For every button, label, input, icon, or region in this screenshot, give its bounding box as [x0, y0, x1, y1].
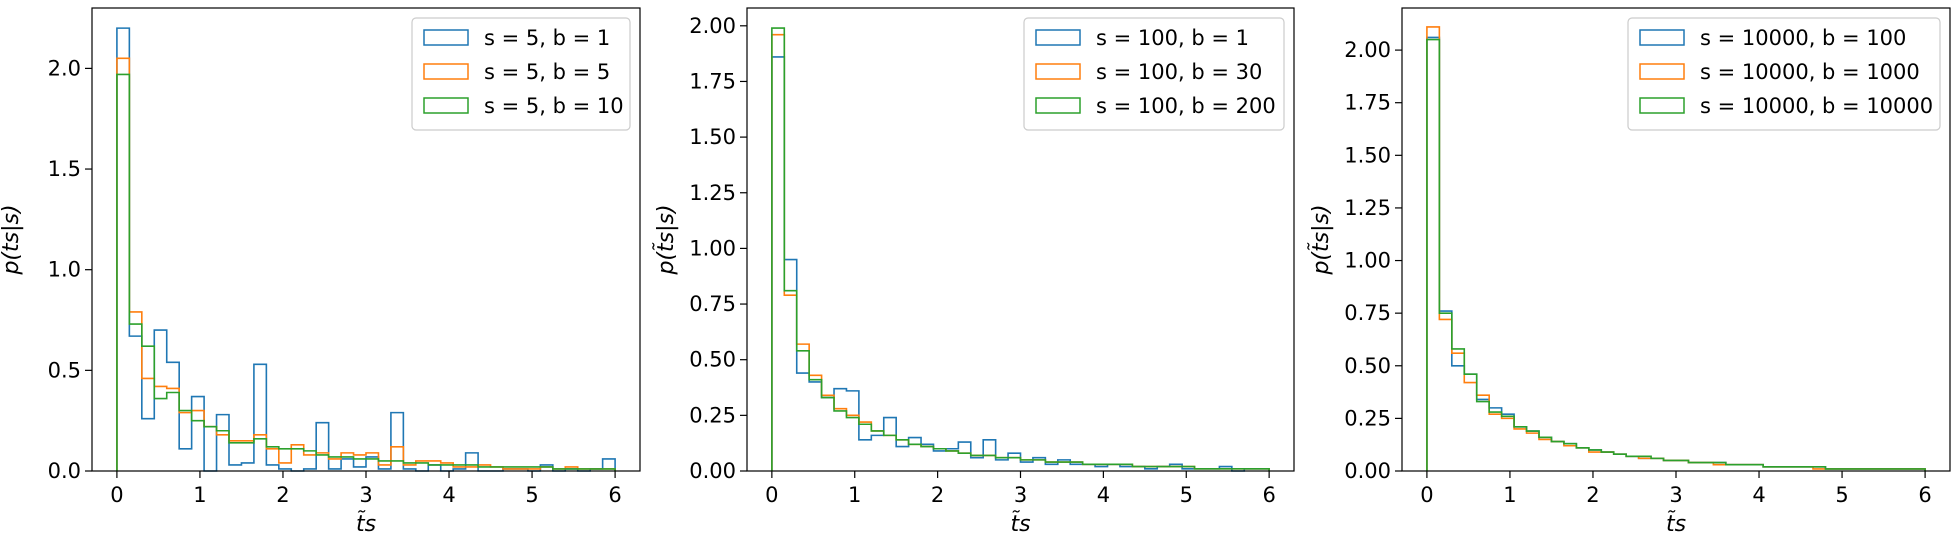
- legend-swatch-2: [1639, 63, 1685, 80]
- legend-box: [411, 17, 631, 131]
- y-tick-label: 0.5: [48, 358, 81, 382]
- y-tick-label: 2.00: [1344, 38, 1391, 62]
- y-tick-label: 0.00: [1344, 459, 1391, 483]
- legend-label-2: s = 10000, b = 1000: [1700, 60, 1920, 84]
- x-tick-label: 4: [1097, 483, 1110, 507]
- y-tick-label: 1.25: [689, 181, 736, 205]
- x-tick-label: 3: [1669, 483, 1682, 507]
- x-axis-label: t̃s: [1666, 511, 1686, 537]
- histogram-series-1: [771, 56, 1270, 472]
- legend-label-3: s = 5, b = 10: [484, 94, 624, 118]
- x-tick-label: 2: [931, 483, 944, 507]
- y-tick-label: 0.50: [1344, 354, 1391, 378]
- y-tick-label: 1.5: [48, 157, 81, 181]
- x-tick-label: 6: [1262, 483, 1275, 507]
- y-tick-label: 1.50: [1344, 143, 1391, 167]
- legend-swatch-2: [1035, 63, 1081, 80]
- legend-swatch-3: [1035, 97, 1081, 114]
- legend-box: [1627, 17, 1941, 131]
- legend-label-1: s = 10000, b = 100: [1700, 26, 1906, 50]
- legend: s = 100, b = 1 s = 100, b = 30 s = 100, b …: [1023, 17, 1285, 131]
- x-tick-label: 0: [765, 483, 778, 507]
- histogram-series-3: [1426, 38, 1926, 471]
- legend-swatch-1: [1639, 29, 1685, 46]
- legend-swatch-1: [1035, 29, 1081, 46]
- y-tick-label: 0.75: [1344, 301, 1391, 325]
- x-tick-label: 6: [608, 483, 621, 507]
- y-tick-label: 1.0: [48, 258, 81, 282]
- legend-swatch-1: [423, 29, 469, 46]
- y-tick-label: 0.50: [689, 348, 736, 372]
- x-tick-label: 0: [110, 483, 123, 507]
- legend: s = 10000, b = 100 s = 10000, b = 1000 s =…: [1627, 17, 1941, 131]
- x-tick-label: 1: [848, 483, 861, 507]
- panel-3: 0 1 2 3 4 5 6 0.00 0.25 0.50 0.75 1.00 1.25 1.50 1.75 2…: [1308, 7, 1951, 537]
- y-tick-label: 1.75: [1344, 91, 1391, 115]
- x-tick-label: 1: [193, 483, 206, 507]
- x-tick-label: 3: [359, 483, 372, 507]
- y-tick-label: 0.00: [689, 459, 736, 483]
- legend-swatch-3: [1639, 97, 1685, 114]
- histogram-series-3: [771, 27, 1270, 471]
- x-tick-label: 2: [1586, 483, 1599, 507]
- y-tick-label: 1.00: [1344, 249, 1391, 273]
- y-tick-label: 0.25: [1344, 406, 1391, 430]
- y-tick-label: 1.50: [689, 125, 736, 149]
- x-tick-label: 5: [1835, 483, 1848, 507]
- y-tick-label: 2.00: [689, 14, 736, 38]
- panel-2: 0 1 2 3 4 5 6 0.00 0.25 0.50 0.75 1.00 1.25 1.50 1.75 2…: [653, 7, 1295, 537]
- x-tick-label: 3: [1014, 483, 1027, 507]
- y-axis-label: p(t̃s|s): [653, 204, 679, 275]
- x-axis-label: t̃s: [356, 511, 376, 537]
- x-tick-label: 4: [1752, 483, 1765, 507]
- legend-label-1: s = 5, b = 1: [484, 26, 610, 50]
- x-tick-label: 5: [1180, 483, 1193, 507]
- y-tick-label: 1.00: [689, 236, 736, 260]
- x-tick-label: 4: [442, 483, 455, 507]
- legend-label-3: s = 100, b = 200: [1096, 94, 1276, 118]
- x-tick-label: 0: [1420, 483, 1433, 507]
- histogram-series-3: [116, 73, 616, 471]
- x-axis-label: t̃s: [1010, 511, 1030, 537]
- panel-1: 0 1 2 3 4 5 6 0.0 0.5 1.0 1.5 2.0 t̃s p(t̃s|s) s = 5, …: [0, 7, 641, 537]
- y-tick-label: 1.75: [689, 69, 736, 93]
- x-tick-label: 2: [276, 483, 289, 507]
- x-tick-label: 1: [1503, 483, 1516, 507]
- y-axis-label: p(t̃s|s): [0, 204, 24, 275]
- legend-swatch-2: [423, 63, 469, 80]
- x-tick-label: 5: [525, 483, 538, 507]
- legend-swatch-3: [423, 97, 469, 114]
- y-tick-label: 2.0: [48, 56, 81, 80]
- y-tick-label: 1.25: [1344, 196, 1391, 220]
- y-tick-label: 0.25: [689, 403, 736, 427]
- x-tick-label: 6: [1918, 483, 1931, 507]
- legend-label-2: s = 5, b = 5: [484, 60, 610, 84]
- legend-label-1: s = 100, b = 1: [1096, 26, 1249, 50]
- legend-label-3: s = 10000, b = 10000: [1700, 94, 1933, 118]
- y-tick-label: 0.0: [48, 459, 81, 483]
- y-tick-label: 0.75: [689, 292, 736, 316]
- legend: s = 5, b = 1 s = 5, b = 5 s = 5, b = 10: [411, 17, 631, 131]
- legend-label-2: s = 100, b = 30: [1096, 60, 1262, 84]
- y-axis-label: p(t̃s|s): [1308, 204, 1334, 275]
- legend-box: [1023, 17, 1285, 131]
